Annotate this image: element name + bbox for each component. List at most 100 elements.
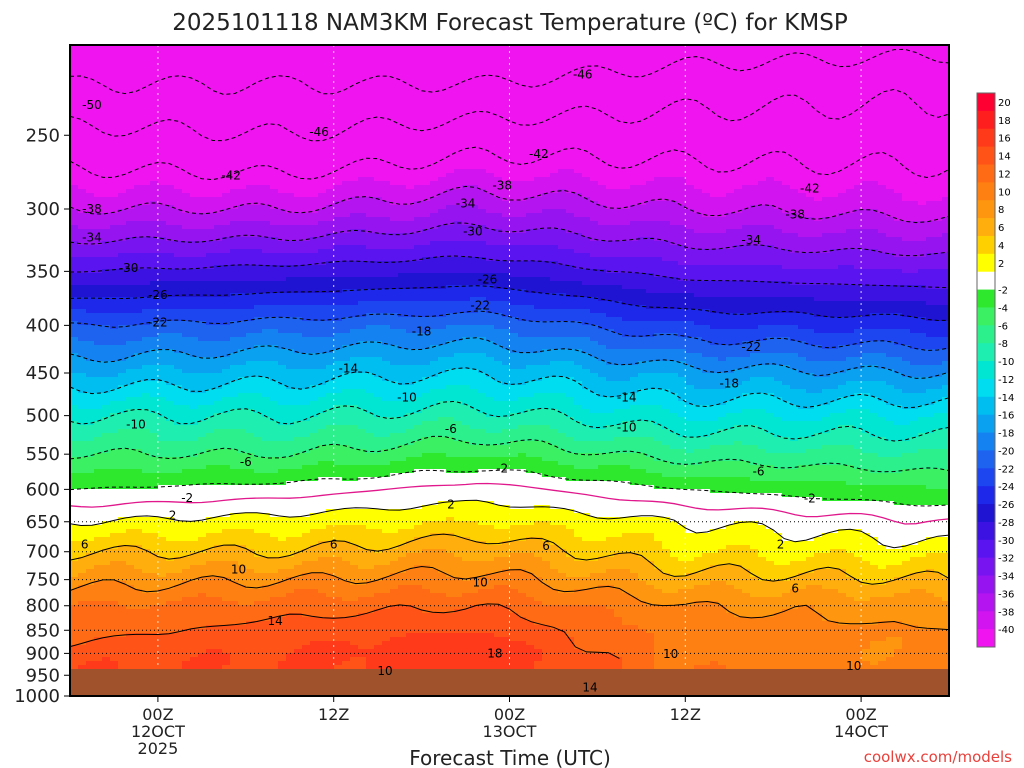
heat-cell [214, 201, 223, 206]
heat-cell [238, 165, 247, 170]
heat-cell [174, 217, 183, 222]
heat-cell [78, 169, 87, 174]
heat-cell [134, 261, 143, 266]
heat-cell [230, 93, 239, 98]
heat-cell [70, 269, 79, 274]
heat-cell [158, 469, 167, 474]
heat-cell [254, 369, 263, 374]
heat-cell [294, 77, 303, 82]
heat-cell [150, 661, 159, 666]
heat-cell [206, 633, 215, 638]
heat-cell [246, 605, 255, 610]
heat-cell [286, 625, 295, 630]
heat-cell [126, 261, 135, 266]
heat-cell [174, 481, 183, 486]
heat-cell [78, 221, 87, 226]
heat-cell [158, 101, 167, 106]
heat-cell [110, 261, 119, 266]
heat-cell [110, 665, 119, 670]
heat-cell [150, 141, 159, 146]
heat-cell [110, 285, 119, 290]
heat-cell [134, 137, 143, 142]
heat-cell [254, 309, 263, 314]
heat-cell [166, 617, 175, 622]
heat-cell [150, 149, 159, 154]
heat-cell [198, 313, 207, 318]
heat-cell [238, 461, 247, 466]
heat-cell [278, 205, 287, 210]
heat-cell [110, 121, 119, 126]
heat-cell [302, 481, 311, 486]
heat-cell [190, 373, 199, 378]
heat-cell [150, 649, 159, 654]
heat-cell [302, 661, 311, 666]
heat-cell [198, 161, 207, 166]
heat-cell [166, 369, 175, 374]
heat-cell [70, 397, 79, 402]
heat-cell [286, 85, 295, 90]
heat-cell [206, 545, 215, 550]
heat-cell [126, 221, 135, 226]
heat-cell [286, 369, 295, 374]
heat-cell [110, 421, 119, 426]
heat-cell [150, 409, 159, 414]
heat-cell [110, 561, 119, 566]
heat-cell [126, 489, 135, 494]
heat-cell [206, 629, 215, 634]
heat-cell [278, 209, 287, 214]
heat-cell [222, 521, 231, 526]
heat-cell [94, 649, 103, 654]
heat-cell [182, 145, 191, 150]
heat-cell [294, 585, 303, 590]
heat-cell [238, 541, 247, 546]
heat-cell [286, 609, 295, 614]
heat-cell [262, 161, 271, 166]
heat-cell [126, 421, 135, 426]
heat-cell [198, 85, 207, 90]
heat-cell [166, 357, 175, 362]
heat-cell [134, 441, 143, 446]
heat-cell [222, 397, 231, 402]
heat-cell [174, 465, 183, 470]
heat-cell [246, 149, 255, 154]
heat-cell [254, 101, 263, 106]
heat-cell [126, 385, 135, 390]
heat-cell [238, 205, 247, 210]
heat-cell [246, 197, 255, 202]
heat-cell [214, 665, 223, 670]
heat-cell [222, 545, 231, 550]
heat-cell [134, 585, 143, 590]
heat-cell [198, 533, 207, 538]
heat-cell [238, 209, 247, 214]
heat-cell [310, 61, 319, 66]
heat-cell [134, 481, 143, 486]
heat-cell [254, 461, 263, 466]
heat-cell [94, 133, 103, 138]
heat-cell [126, 105, 135, 110]
heat-cell [246, 189, 255, 194]
heat-cell [198, 249, 207, 254]
heat-cell [246, 225, 255, 230]
heat-cell [118, 293, 127, 298]
heat-cell [302, 81, 311, 86]
heat-cell [270, 97, 279, 102]
heat-cell [126, 457, 135, 462]
heat-cell [118, 377, 127, 382]
heat-cell [166, 177, 175, 182]
heat-cell [278, 137, 287, 142]
heat-cell [294, 497, 303, 502]
heat-cell [78, 269, 87, 274]
heat-cell [222, 129, 231, 134]
heat-cell [174, 57, 183, 62]
heat-cell [206, 561, 215, 566]
heat-cell [198, 605, 207, 610]
heat-cell [86, 65, 95, 70]
heat-cell [238, 521, 247, 526]
heat-cell [102, 189, 111, 194]
heat-cell [278, 321, 287, 326]
heat-cell [286, 597, 295, 602]
heat-cell [198, 329, 207, 334]
heat-cell [270, 145, 279, 150]
heat-cell [158, 385, 167, 390]
heat-cell [70, 585, 79, 590]
